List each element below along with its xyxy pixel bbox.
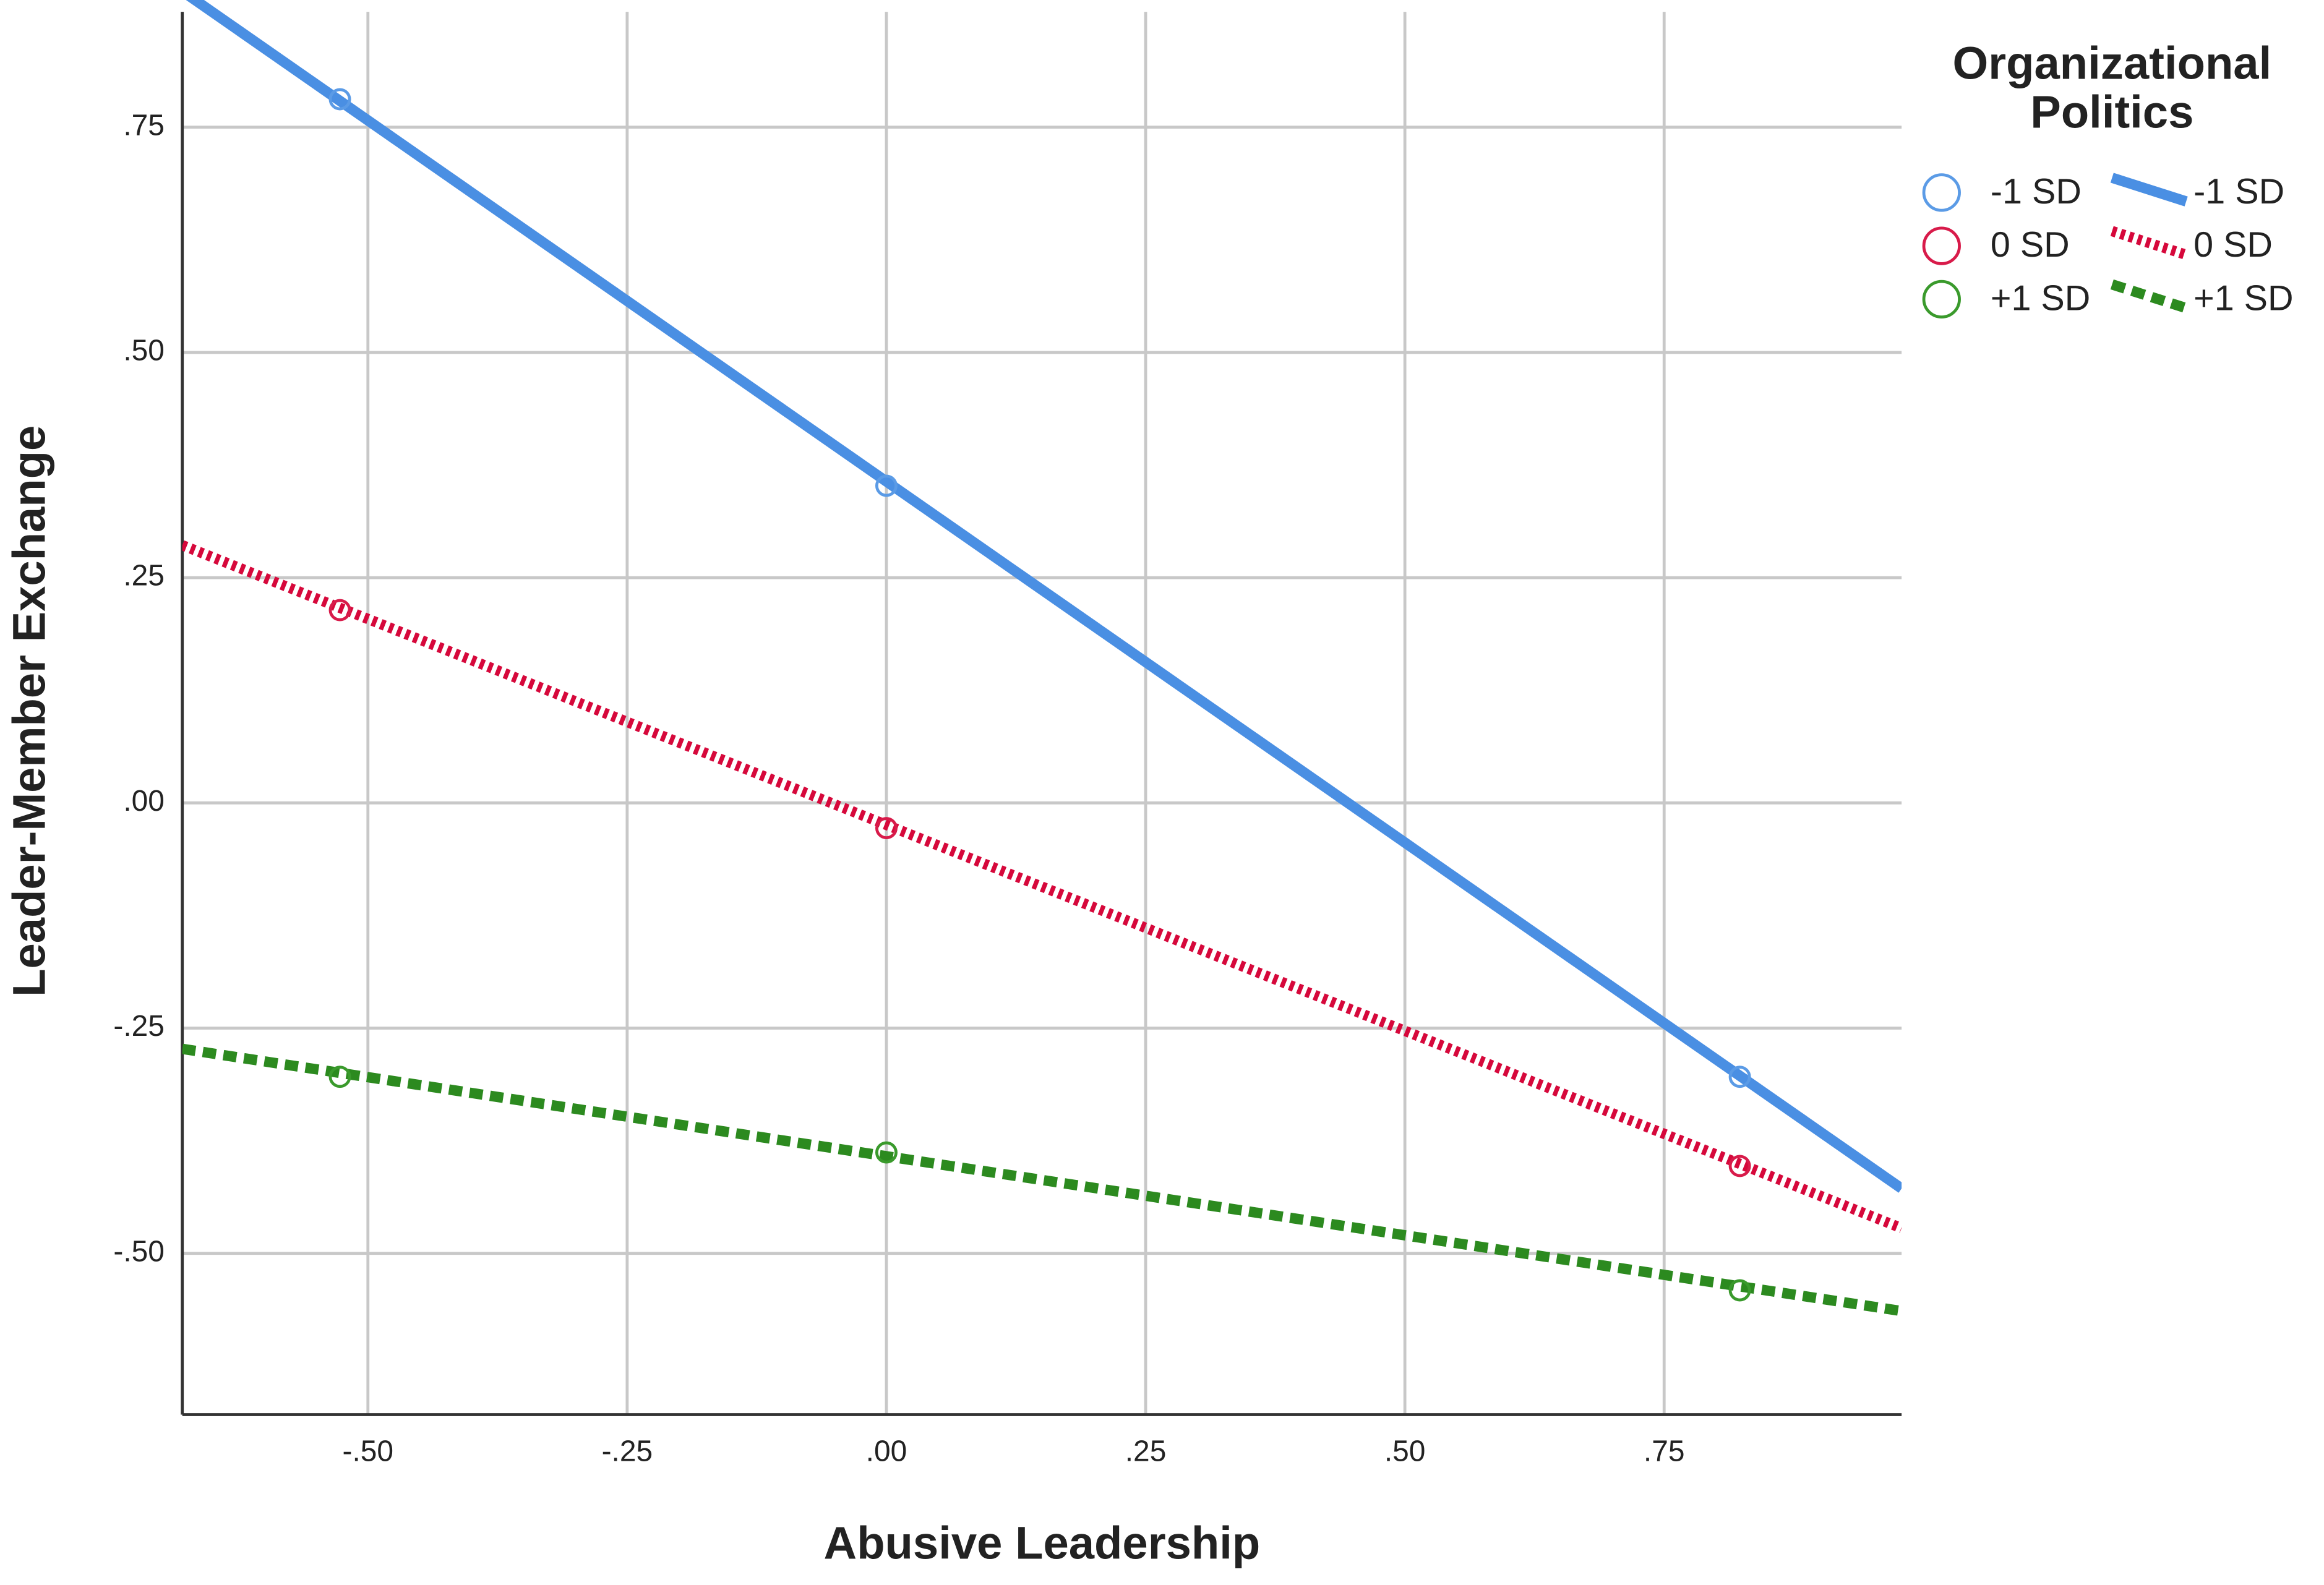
x-axis-title: Abusive Leadership xyxy=(824,1517,1261,1568)
data-point xyxy=(875,1141,898,1164)
legend-label: +1 SD xyxy=(2193,278,2293,318)
fit-line xyxy=(186,0,1902,1193)
legend-line xyxy=(2110,226,2188,260)
y-tick-label: .25 xyxy=(123,560,165,592)
x-tick-label: .75 xyxy=(1644,1435,1685,1468)
y-tick-label: -.50 xyxy=(113,1235,165,1268)
y-tick-label: .00 xyxy=(123,785,165,818)
legend-title: Politics xyxy=(2030,86,2193,137)
legend-label: +1 SD xyxy=(1991,278,2090,318)
legend-label: -1 SD xyxy=(2193,172,2284,211)
data-point xyxy=(1728,1155,1751,1177)
legend-label: 0 SD xyxy=(2193,225,2273,265)
data-point xyxy=(875,474,898,497)
y-tick-label: .50 xyxy=(123,335,165,367)
legend-marker xyxy=(1922,226,1961,265)
legend-title: Organizational xyxy=(1952,37,2271,88)
data-point xyxy=(1728,1066,1751,1088)
y-tick-label: -.25 xyxy=(113,1010,165,1043)
legend-line xyxy=(2110,173,2188,207)
x-tick-label: -.25 xyxy=(602,1435,653,1468)
legend-label: 0 SD xyxy=(1991,225,2070,265)
plot-area xyxy=(182,0,1902,1317)
y-tick-label: .75 xyxy=(123,109,165,142)
data-point xyxy=(328,599,351,622)
legend-marker xyxy=(1922,280,1961,318)
x-tick-label: .50 xyxy=(1384,1435,1426,1468)
legend-line xyxy=(2110,279,2188,314)
fit-line xyxy=(182,1043,1902,1317)
x-tick-label: -.50 xyxy=(342,1435,393,1468)
legend-label: -1 SD xyxy=(1991,172,2082,211)
data-point xyxy=(1728,1279,1751,1302)
data-point xyxy=(328,88,351,111)
data-point xyxy=(875,817,898,840)
x-tick-label: .25 xyxy=(1125,1435,1167,1468)
data-point xyxy=(328,1066,351,1088)
x-tick-label: .00 xyxy=(866,1435,907,1468)
fit-line xyxy=(182,540,1902,1233)
legend-marker xyxy=(1922,173,1961,212)
y-axis-title: Leader-Member Exchange xyxy=(3,425,54,997)
